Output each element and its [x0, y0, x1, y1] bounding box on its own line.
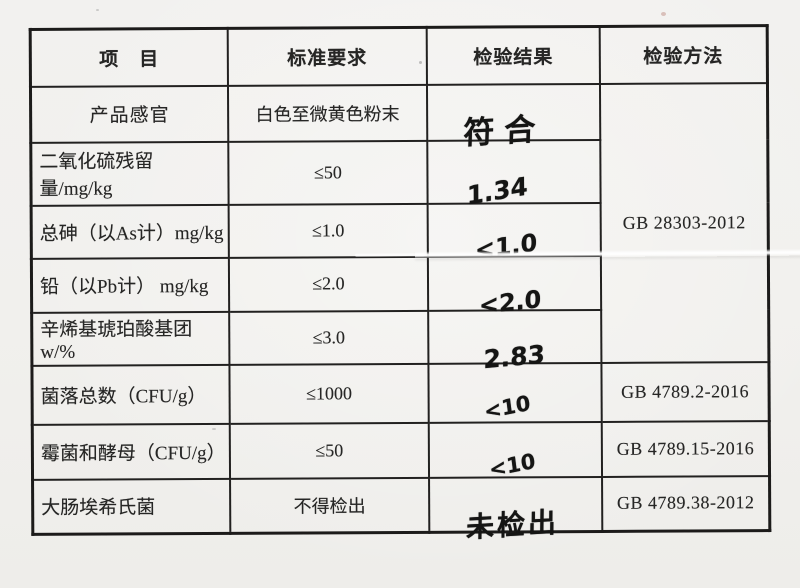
- cell-standard: ≤3.0: [229, 310, 429, 365]
- cell-item: 铅（以Pb计） mg/kg: [31, 257, 230, 313]
- column-header-result: 检验结果: [426, 26, 601, 85]
- cell-item: 二氧化硫残留量/mg/kg: [30, 141, 229, 206]
- cell-standard: 不得检出: [229, 477, 430, 534]
- cell-method: GB 4789.2-2016: [601, 361, 770, 422]
- header-row: 项 目 标准要求 检验结果 检验方法: [30, 25, 768, 87]
- handwritten-result: 未检出: [465, 505, 559, 545]
- scan-speck: [419, 61, 422, 64]
- cell-item: 霉菌和酵母（CFU/g）: [32, 423, 230, 480]
- cell-item: 总砷（以As计）mg/kg: [31, 204, 229, 259]
- cell-result: 1.34: [427, 139, 601, 210]
- cell-method: GB 4789.38-2012: [602, 475, 770, 532]
- cell-method: GB 4789.15-2016: [601, 420, 770, 477]
- table-row-ecoli: 大肠埃希氏菌 不得检出 未检出 GB 4789.38-2012: [32, 475, 770, 544]
- column-header-item: 项 目: [30, 28, 228, 87]
- scan-speck: [120, 230, 123, 233]
- cell-standard: ≤1.0: [228, 203, 428, 258]
- cell-standard: ≤50: [228, 140, 428, 205]
- handwritten-result: <10: [482, 390, 532, 424]
- cell-result: <1.0: [427, 202, 601, 264]
- cell-result: 符合: [426, 83, 601, 151]
- cell-result: <10: [428, 421, 603, 481]
- cell-item: 产品感官: [30, 85, 229, 143]
- scan-speck: [96, 9, 99, 11]
- inspection-results-table: 项 目 标准要求 检验结果 检验方法 产品感官 白色至微黄色粉末 符合 GB 2…: [28, 24, 772, 544]
- cell-result: <2.0: [427, 255, 602, 319]
- cell-item: 大肠埃希氏菌: [32, 478, 231, 535]
- table-row-sensory: 产品感官 白色至微黄色粉末 符合 GB 28303-2012: [30, 82, 769, 363]
- table-row-mold-yeast: 霉菌和酵母（CFU/g） ≤50 <10 GB 4789.15-2016: [32, 420, 770, 481]
- cell-method-merged: GB 28303-2012: [600, 82, 769, 363]
- cell-standard: 白色至微黄色粉末: [227, 84, 428, 142]
- cell-result: 2.83: [428, 309, 602, 374]
- cell-item: 菌落总数（CFU/g）: [31, 364, 230, 425]
- column-header-standard: 标准要求: [227, 27, 427, 86]
- scan-speck: [212, 428, 216, 430]
- cell-standard: ≤50: [229, 422, 430, 479]
- scan-speck: [661, 12, 666, 16]
- cell-result: <10: [428, 362, 602, 424]
- column-header-method: 检验方法: [599, 25, 768, 84]
- cell-item: 辛烯基琥珀酸基团 w/%: [31, 311, 230, 366]
- cell-standard: ≤1000: [229, 363, 429, 424]
- table-row-colony-count: 菌落总数（CFU/g） ≤1000 <10 GB 4789.2-2016: [31, 361, 770, 425]
- cell-standard: ≤2.0: [228, 256, 429, 312]
- cell-result: 未检出: [429, 476, 603, 544]
